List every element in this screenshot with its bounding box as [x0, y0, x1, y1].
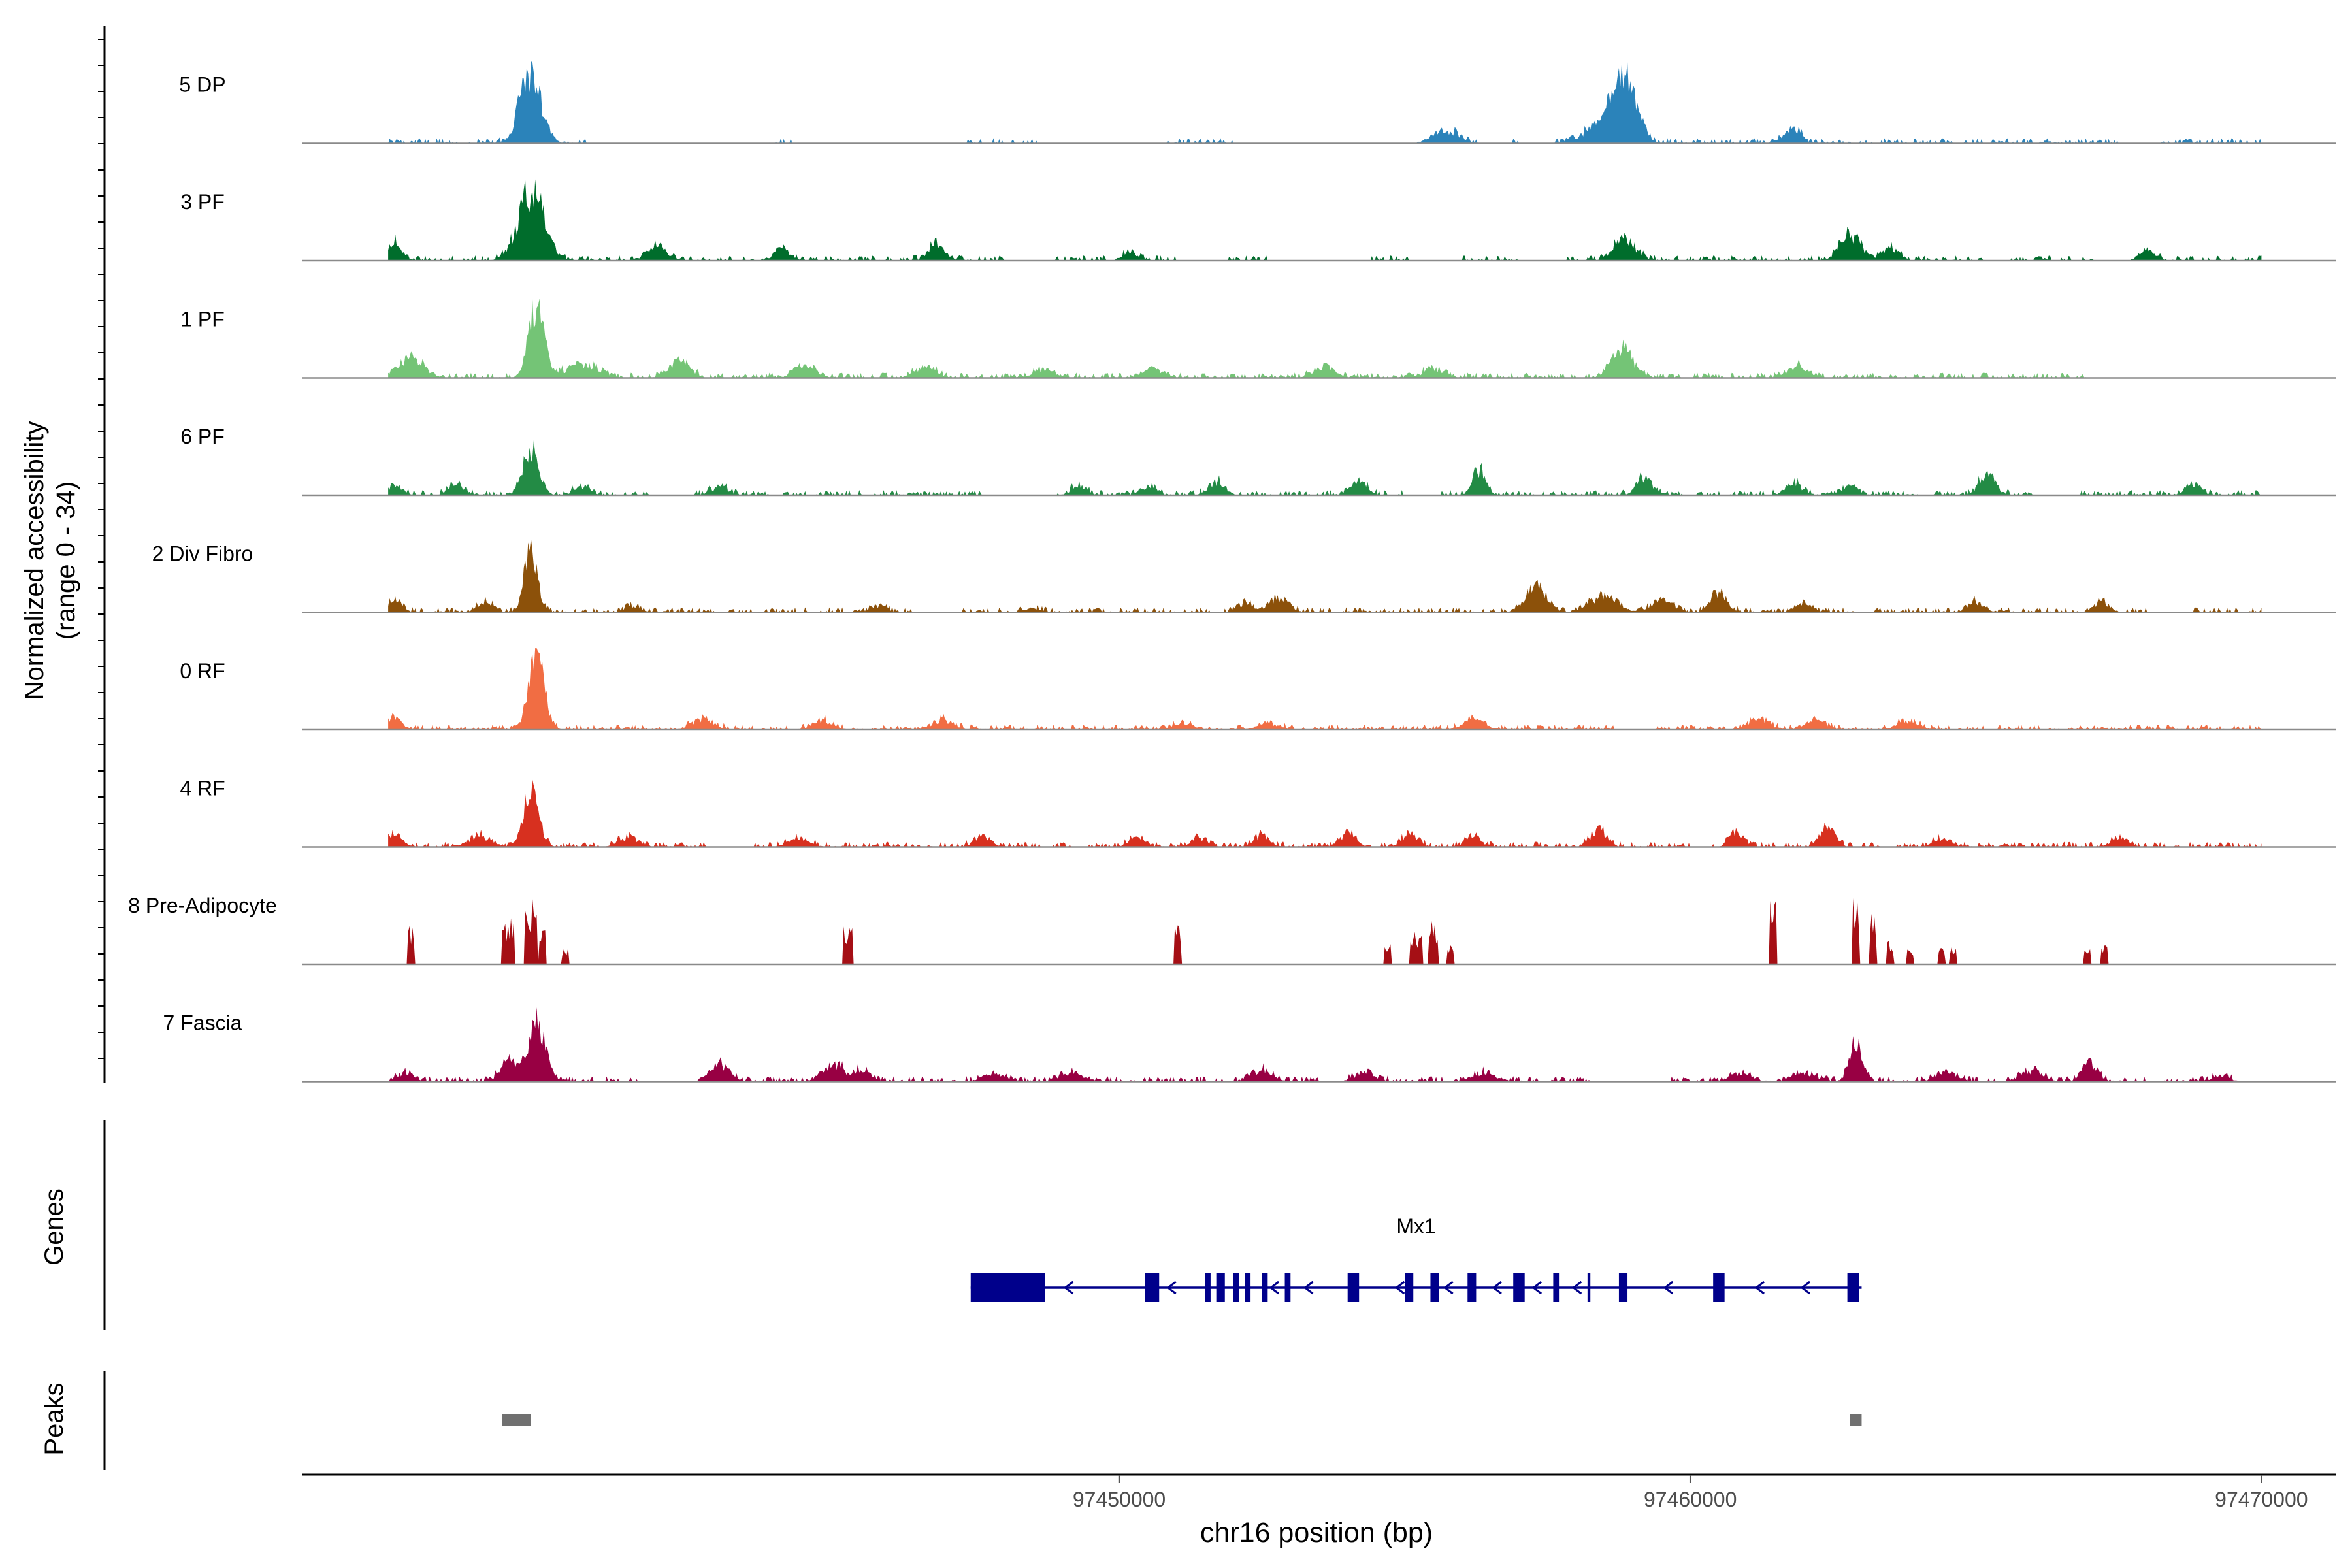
track-0-rf: 0 RF	[180, 648, 2336, 731]
track-5-dp: 5 DP	[179, 61, 2336, 144]
x-axis: 97450000 97460000 97470000	[302, 1473, 2336, 1511]
track-label: 5 DP	[179, 73, 225, 97]
track-label: 4 RF	[180, 777, 225, 800]
gene-exon	[1262, 1273, 1268, 1302]
genes-panel: Mx1	[103, 1120, 1862, 1330]
gene-exon	[1513, 1273, 1525, 1302]
peak-region	[1850, 1414, 1862, 1426]
strand-arrow	[1303, 1281, 1314, 1295]
gene-exon	[1553, 1273, 1560, 1302]
coverage-area	[388, 1007, 2262, 1082]
x-axis-title: chr16 position (bp)	[1200, 1517, 1433, 1548]
coverage-area	[388, 648, 2262, 730]
track-2-div-fibro: 2 Div Fibro	[152, 538, 2336, 613]
gene-exon	[1216, 1273, 1225, 1302]
gene-exon	[1347, 1273, 1360, 1302]
coverage-area	[388, 538, 2262, 613]
track-label: 6 PF	[180, 425, 225, 448]
track-label: 8 Pre-Adipocyte	[128, 894, 277, 917]
strand-arrow	[1063, 1281, 1074, 1295]
strand-arrow	[1531, 1281, 1543, 1295]
strand-arrow	[1754, 1281, 1765, 1295]
peak-region	[502, 1414, 531, 1426]
strand-arrow	[1269, 1281, 1279, 1295]
track-label: 3 PF	[180, 190, 225, 214]
coverage-area	[388, 897, 2262, 964]
strand-arrow	[1571, 1281, 1582, 1295]
track-label: 2 Div Fibro	[152, 542, 253, 566]
gene-exon	[1618, 1273, 1628, 1302]
track-6-pf: 6 PF	[180, 425, 2336, 497]
track-label: 0 RF	[180, 659, 225, 683]
x-tick-label: 97450000	[1073, 1488, 1166, 1511]
track-1-pf: 1 PF	[180, 296, 2336, 379]
coverage-area	[388, 61, 2262, 144]
coverage-tracks: 5 DP 3 PF 1 PF 6 PF 2 Div Fibro 0 RF 4 RF 8 Pre…	[98, 26, 2336, 1083]
track-8-pre-adipocyte: 8 Pre-Adipocyte	[128, 894, 2336, 966]
genes-panel-title: Genes	[40, 1188, 69, 1266]
strand-arrow	[1663, 1281, 1674, 1295]
peaks-panel	[103, 1371, 1862, 1470]
strand-arrow	[1492, 1281, 1502, 1295]
coverage-area	[388, 296, 2262, 378]
gene-exon	[1284, 1273, 1291, 1302]
track-y-axis	[98, 26, 106, 1083]
x-tick-label: 97460000	[1644, 1488, 1737, 1511]
strand-arrow	[1443, 1281, 1454, 1295]
gene-exon	[1405, 1273, 1414, 1302]
gene-exon	[1467, 1273, 1477, 1302]
gene-exon	[1233, 1273, 1239, 1302]
gene-exon	[1145, 1273, 1160, 1302]
gene-exon	[1713, 1273, 1725, 1302]
track-4-rf: 4 RF	[180, 777, 2336, 848]
y-axis-title: Normalized accessibility (range 0 - 34)	[20, 421, 80, 700]
gene-exon	[1430, 1273, 1439, 1302]
gene-exon	[1205, 1273, 1211, 1302]
track-3-pf: 3 PF	[180, 179, 2336, 262]
coverage-area	[388, 779, 2262, 847]
y-axis-title-line2: (range 0 - 34)	[52, 482, 80, 640]
track-label: 1 PF	[180, 308, 225, 331]
y-axis-title-line1: Normalized accessibility	[20, 421, 49, 700]
gene-exon	[1587, 1273, 1591, 1302]
strand-arrow	[1394, 1281, 1405, 1295]
track-7-fascia: 7 Fascia	[163, 1007, 2336, 1083]
gene-name-label: Mx1	[1396, 1215, 1435, 1238]
gene-exon	[1245, 1273, 1251, 1302]
strand-arrow	[1166, 1281, 1177, 1295]
peaks-panel-title: Peaks	[40, 1382, 69, 1455]
track-label: 7 Fascia	[163, 1011, 242, 1035]
coverage-area	[388, 440, 2262, 495]
coverage-area	[388, 179, 2262, 261]
gene-exon	[1847, 1273, 1859, 1302]
x-tick-label: 97470000	[2215, 1488, 2308, 1511]
gene-exon	[970, 1273, 1045, 1302]
strand-arrow	[1800, 1281, 1810, 1295]
